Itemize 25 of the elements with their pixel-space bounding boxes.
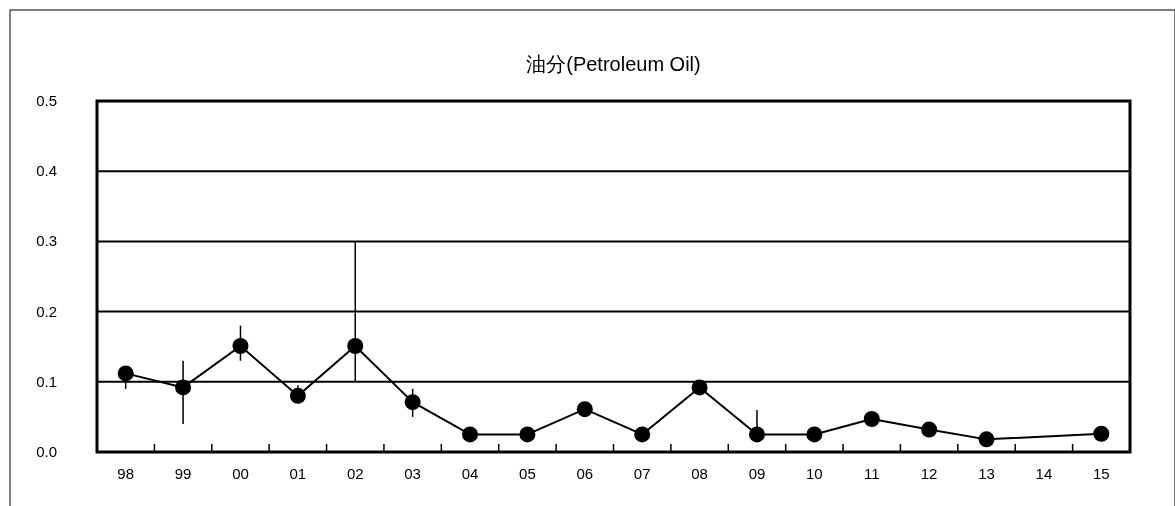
x-tick-label: 14 — [1035, 465, 1053, 482]
x-tick-label: 00 — [232, 465, 249, 482]
x-tick-label: 98 — [117, 465, 135, 482]
y-tick-label: 0.3 — [36, 232, 57, 250]
x-tick-label: 12 — [920, 465, 938, 482]
y-tick-label: 0.5 — [36, 92, 57, 109]
y-tick-label: 0.0 — [36, 443, 57, 460]
x-tick-label: 03 — [404, 465, 421, 482]
x-tick-label: 01 — [289, 465, 307, 482]
x-tick-label: 02 — [346, 465, 364, 482]
x-tick-label: 09 — [748, 465, 766, 482]
y-tick-label: 0.4 — [36, 162, 57, 180]
x-tick-label: 11 — [863, 465, 880, 482]
x-tick-label: 05 — [519, 465, 536, 482]
y-tick-label: 0.2 — [36, 302, 57, 320]
x-tick-label: 06 — [576, 465, 594, 482]
x-tick-label: 08 — [691, 465, 708, 482]
y-tick-label: 0.1 — [36, 372, 57, 390]
x-tick-label: 10 — [806, 465, 823, 482]
chart-title: 油分(Petroleum Oil) — [526, 53, 701, 75]
x-tick-label: 15 — [1092, 465, 1110, 482]
x-tick-label: 04 — [461, 465, 479, 482]
x-tick-label: 07 — [633, 465, 651, 482]
x-tick-label: 13 — [978, 465, 995, 482]
x-tick-label: 99 — [174, 465, 192, 482]
